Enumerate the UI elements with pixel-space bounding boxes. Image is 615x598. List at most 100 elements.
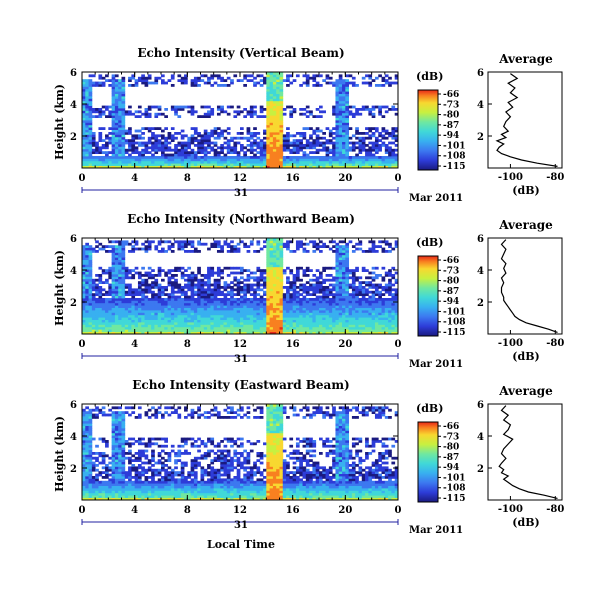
heatmap-cell <box>154 305 159 308</box>
heatmap-cell <box>388 286 392 289</box>
heatmap-cell <box>361 148 366 152</box>
heatmap-cell <box>88 259 93 263</box>
heatmap-cell <box>98 322 103 325</box>
heatmap-cell <box>105 156 109 159</box>
heatmap-cell <box>111 314 116 318</box>
heatmap-cell <box>124 158 129 162</box>
heatmap-cell <box>220 286 224 289</box>
heatmap-cell <box>223 153 228 157</box>
heatmap-cell <box>121 76 126 80</box>
heatmap-cell <box>259 288 264 292</box>
heatmap-cell <box>98 163 103 166</box>
heatmap-cell <box>322 319 326 323</box>
heatmap-cell <box>368 312 373 316</box>
heatmap-cell <box>174 156 178 159</box>
heatmap-cell <box>216 305 221 308</box>
heatmap-cell <box>269 283 274 287</box>
heatmap-cell <box>180 141 185 145</box>
heatmap-cell <box>335 264 340 268</box>
heatmap-cell <box>286 312 290 316</box>
heatmap-cell <box>180 156 185 159</box>
heatmap-cell <box>88 322 93 325</box>
heatmap-cell <box>190 324 195 328</box>
heatmap-cell <box>82 485 86 489</box>
heatmap-cell <box>381 288 386 292</box>
heatmap-cell <box>342 290 346 294</box>
heatmap-cell <box>91 134 96 138</box>
heatmap-cell <box>82 317 86 320</box>
heatmap-cell <box>338 310 343 313</box>
heatmap-cell <box>82 411 86 414</box>
heatmap-cell <box>328 160 333 164</box>
heatmap-cell <box>121 160 126 164</box>
heatmap-cell <box>394 240 399 244</box>
heatmap-cell <box>164 156 168 159</box>
heatmap-cell <box>108 156 113 159</box>
heatmap-cell <box>207 326 211 330</box>
heatmap-cell <box>338 314 343 318</box>
heatmap-cell <box>128 129 132 133</box>
heatmap-cell <box>388 310 392 313</box>
heatmap-cell <box>289 110 294 114</box>
heatmap-cell <box>286 329 290 332</box>
heatmap-cell <box>161 286 165 289</box>
heatmap-cell <box>279 295 284 299</box>
heatmap-cell <box>141 312 145 316</box>
heatmap-cell <box>220 144 224 147</box>
heatmap-cell <box>207 305 211 308</box>
heatmap-cell <box>279 269 284 272</box>
heatmap-cell <box>121 156 126 159</box>
heatmap-cell <box>118 84 122 87</box>
heatmap-cell <box>332 108 336 111</box>
heatmap-cell <box>213 326 218 330</box>
heatmap-cell <box>85 488 89 491</box>
heatmap-cell <box>289 160 294 164</box>
heatmap-cell <box>111 110 116 114</box>
heatmap-cell <box>335 122 340 126</box>
heatmap-cell <box>131 305 136 308</box>
heatmap-cell <box>289 269 294 272</box>
heatmap-cell <box>391 127 396 130</box>
heatmap-cell <box>315 115 320 118</box>
heatmap-cell <box>203 158 208 162</box>
heatmap-cell <box>276 163 280 166</box>
heatmap-cell <box>95 240 99 244</box>
heatmap-cell <box>88 492 93 496</box>
heatmap-cell <box>355 326 359 330</box>
heatmap-cell <box>121 136 126 140</box>
heatmap-cell <box>328 156 333 159</box>
heatmap-cell <box>88 86 93 90</box>
heatmap-cell <box>286 305 290 308</box>
heatmap-cell <box>82 269 86 272</box>
heatmap-cell <box>256 163 261 166</box>
heatmap-cell <box>394 314 399 318</box>
heatmap-cell <box>236 314 241 318</box>
heatmap-cell <box>210 329 215 332</box>
heatmap-cell <box>358 283 363 287</box>
panel-northward-beam: Echo Intensity (Northward Beam) Height (… <box>53 212 564 370</box>
heatmap-cell <box>374 245 379 248</box>
heatmap-cell <box>335 310 340 313</box>
heatmap-cell <box>233 276 238 280</box>
heatmap-cell <box>216 105 221 109</box>
heatmap-cell <box>141 156 145 159</box>
heatmap-cell <box>128 79 132 82</box>
heatmap-cell <box>98 74 103 78</box>
heatmap-cell <box>207 298 211 301</box>
heatmap-cell <box>147 141 152 145</box>
heatmap-cell <box>147 319 152 323</box>
heatmap-cell <box>170 250 175 253</box>
heatmap-cell <box>388 132 392 135</box>
heatmap-cell <box>338 105 343 109</box>
heatmap-cell <box>128 160 132 164</box>
heatmap-cell <box>345 324 350 328</box>
heatmap-cell <box>190 290 195 294</box>
heatmap-cell <box>220 271 224 275</box>
heatmap-cell <box>88 473 93 477</box>
heatmap-cell <box>243 108 247 111</box>
x-tick-label: 8 <box>184 339 191 350</box>
heatmap-cell <box>332 132 336 135</box>
heatmap-cell <box>240 281 244 284</box>
heatmap-cell <box>88 98 93 102</box>
heatmap-cell <box>203 293 208 296</box>
